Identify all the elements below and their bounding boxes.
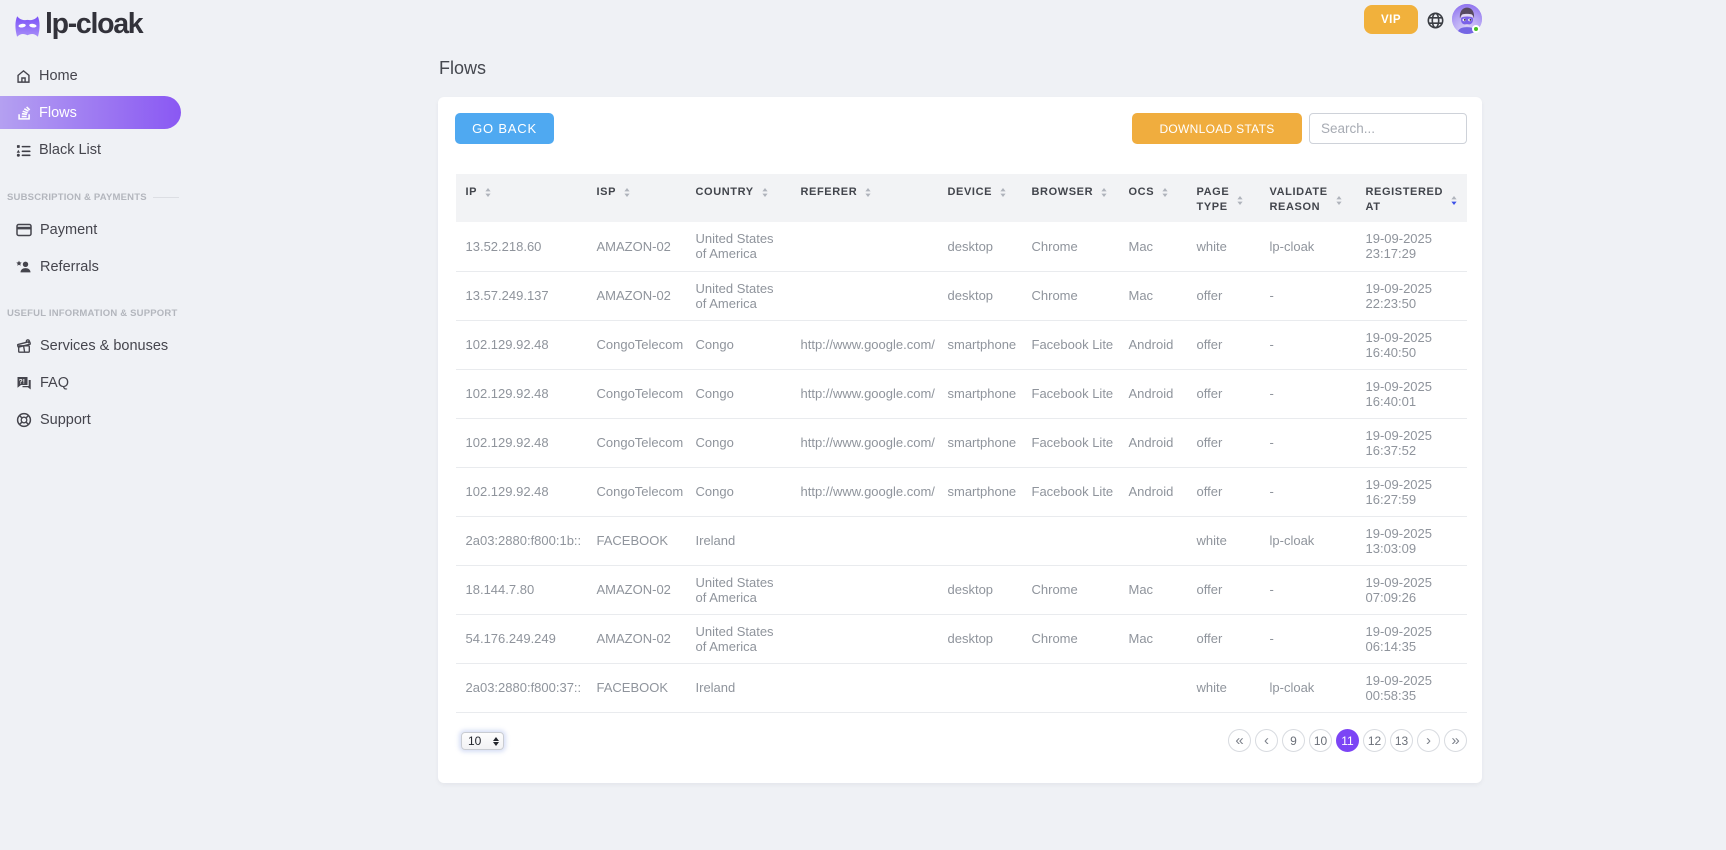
svg-text:?!: ?! — [19, 379, 25, 386]
